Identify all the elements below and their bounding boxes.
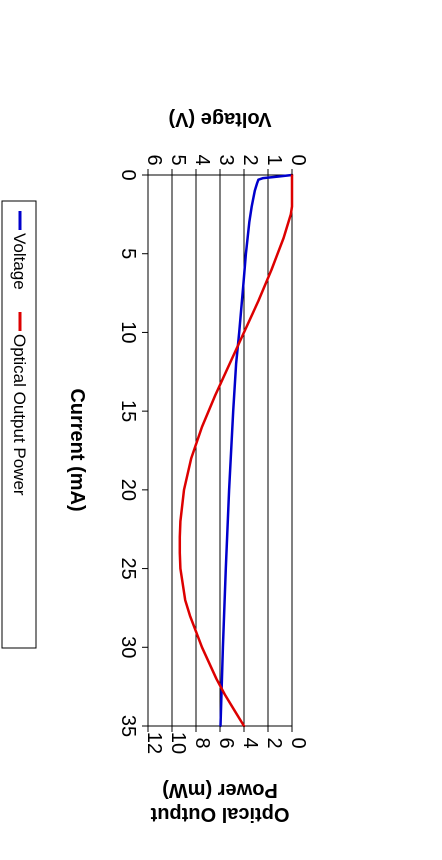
legend-voltage-label: Voltage (10, 233, 29, 290)
y-left-tick-label-6: 6 (143, 154, 165, 165)
y-left-tick-label-2: 2 (239, 154, 261, 165)
x-tick-label-6: 30 (117, 636, 139, 658)
y-right-tick-label-1: 2 (263, 737, 285, 748)
x-axis-title: Current (mA) (66, 388, 88, 511)
y-right-tick-label-5: 10 (167, 732, 189, 754)
x-tick-label-7: 35 (117, 715, 139, 737)
y-right-axis-title-line1: Optical Output (150, 803, 289, 825)
x-tick-label-2: 10 (117, 321, 139, 343)
y-right-tick-label-4: 8 (191, 737, 213, 748)
y-right-axis-title-line2: Power (mW) (162, 779, 278, 801)
series-line-optical-output-power (178, 173, 294, 728)
y-left-axis-title: Voltage (V) (169, 108, 272, 130)
y-right-tick-label-0: 0 (287, 737, 309, 748)
y-right-tick-label-6: 12 (143, 732, 165, 754)
x-tick-label-4: 20 (117, 479, 139, 501)
y-left-tick-label-4: 4 (191, 154, 213, 165)
legend-box (1, 200, 37, 649)
x-tick-label-0: 0 (117, 169, 139, 180)
legend: Voltage Optical Output Power (1, 200, 37, 649)
series-line-voltage (219, 173, 294, 728)
y-right-tick-label-2: 4 (239, 737, 261, 748)
x-tick-label-3: 15 (117, 400, 139, 422)
series-layer (178, 173, 294, 728)
y-left-tick-label-0: 0 (287, 154, 309, 165)
legend-optical-power-label: Optical Output Power (10, 334, 29, 496)
x-tick-label-5: 25 (117, 557, 139, 579)
y-left-tick-label-1: 1 (263, 154, 285, 165)
y-left-tick-label-3: 3 (215, 154, 237, 165)
y-left-tick-label-5: 5 (167, 154, 189, 165)
x-tick-label-1: 5 (117, 248, 139, 259)
y-right-tick-label-3: 6 (215, 737, 237, 748)
